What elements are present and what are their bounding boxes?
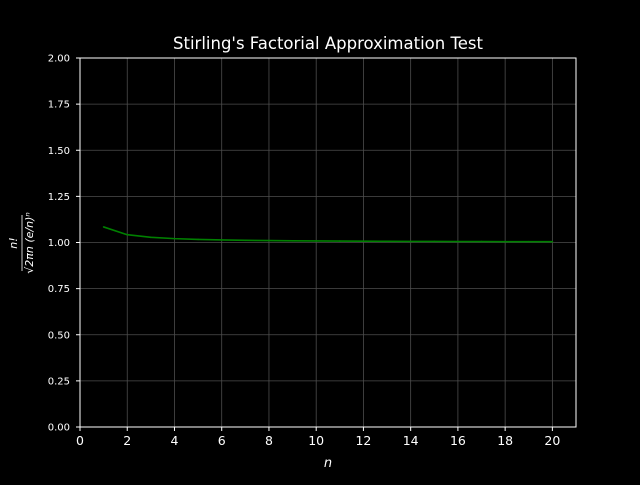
x-axis-label: n	[324, 456, 332, 471]
data-point	[480, 240, 483, 243]
data-point	[102, 226, 105, 228]
data-point	[339, 240, 341, 242]
data-point	[409, 240, 412, 243]
y-tick-label: 1.75	[48, 100, 70, 111]
data-point	[197, 238, 199, 241]
data-point	[386, 240, 388, 243]
data-point	[504, 240, 506, 243]
y-tick-label: 1.25	[48, 192, 70, 203]
y-tick-label: 0.50	[48, 330, 70, 341]
y-tick-label: 1.50	[48, 146, 70, 157]
y-axis-label: n! √2πn (e/n)ⁿ	[7, 212, 36, 274]
y-tick-label: 1.00	[48, 238, 70, 249]
data-point	[457, 240, 459, 243]
y-tick-label: 0.75	[48, 284, 70, 295]
y-tick-label: 2.00	[48, 54, 70, 65]
x-tick-label: 12	[355, 433, 371, 448]
x-tick-label: 2	[123, 433, 131, 448]
y-axis-label-denominator: √2πn (e/n)ⁿ	[23, 212, 36, 274]
x-tick-label: 0	[76, 433, 84, 448]
x-tick-label: 14	[403, 433, 419, 448]
y-tick-label: 0.00	[48, 423, 70, 434]
data-point	[362, 240, 365, 243]
data-point	[126, 233, 129, 236]
x-tick-label: 8	[265, 433, 273, 448]
data-point	[244, 239, 247, 242]
series-line	[103, 226, 553, 243]
x-tick-label: 18	[497, 433, 513, 448]
data-point	[433, 240, 436, 243]
data-point	[150, 236, 152, 239]
data-point	[551, 240, 554, 243]
x-tick-label: 4	[170, 433, 178, 448]
series-layer	[102, 226, 554, 243]
x-tick-label: 6	[218, 433, 226, 448]
data-point	[291, 239, 294, 242]
chart-title: Stirling's Factorial Approximation Test	[173, 34, 483, 53]
x-tick-label: 16	[450, 433, 466, 448]
y-axis-ticks: 0.00 0.25 0.50 0.75 1.00 1.25 1.50 1.75 2.00	[48, 54, 80, 434]
x-tick-label: 20	[544, 433, 560, 448]
data-point	[220, 239, 223, 241]
x-axis-ticks: 0 2 4 6 8 10 12 14 16 18 20	[76, 427, 560, 448]
y-axis-label-numerator: n!	[7, 237, 20, 248]
data-point	[268, 239, 270, 242]
data-point	[173, 237, 176, 240]
y-tick-label: 0.25	[48, 376, 70, 387]
data-point	[315, 240, 317, 242]
data-point	[527, 240, 530, 243]
x-tick-label: 10	[308, 433, 324, 448]
